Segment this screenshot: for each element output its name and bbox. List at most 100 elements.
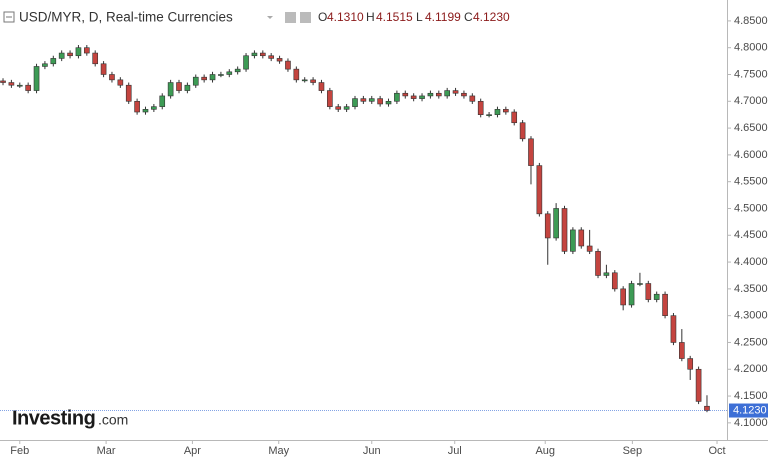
candle-body [536,165,543,215]
candle-body [519,122,526,140]
candle-body [695,368,702,402]
watermark: Investing [12,407,95,429]
candle-body [611,272,618,290]
candle-body [8,82,15,86]
ohlc-value: 4.1199 [425,10,461,24]
x-tick-label: Oct [708,445,725,457]
x-tick-label: Aug [535,445,555,457]
y-tick-label: 4.2500 [734,336,768,348]
candle-body [117,79,124,86]
candle-body [243,55,249,70]
x-tick-label: Apr [184,445,201,457]
candle-body [645,283,652,300]
candle-body [687,358,694,370]
candle-body [142,109,149,113]
candle-body [42,63,48,67]
candle-body [561,208,568,252]
x-tick-label: Mar [97,445,116,457]
candle-body [360,98,367,102]
candle-body [109,74,115,81]
candle-body [268,55,275,59]
candle-body [151,106,157,110]
candle-body [628,283,635,306]
candle-body [335,106,342,110]
candle-body [16,84,23,87]
candle-body [670,315,677,343]
candle-body [343,106,350,110]
settings-icon[interactable] [300,12,311,23]
y-tick-label: 4.8000 [734,42,768,54]
candle-body [251,52,258,57]
candle-body [435,92,442,97]
y-tick-label: 4.1500 [734,390,768,402]
candle-body [327,90,333,107]
candle-body [176,82,182,91]
chart-title: USD/MYR, D, Real-time Currencies [19,10,233,25]
candle-body [33,66,40,91]
y-tick-label: 4.5000 [734,202,768,214]
candle-body [595,251,601,276]
ohlc-value: 4.1515 [376,10,413,24]
x-tick-label: Sep [623,445,643,457]
collapse-icon[interactable] [3,11,15,23]
candle-body [578,229,585,247]
candle-body [410,95,417,99]
candle-body [486,114,492,116]
candle-body [209,74,216,81]
candle-body [570,229,576,252]
candle-body [285,60,291,70]
candle-body [427,92,434,97]
candle-body [192,76,199,86]
watermark: .com [98,412,128,428]
y-tick-label: 4.6000 [734,149,768,161]
candle-body [511,111,518,124]
x-tick-label: May [268,445,289,457]
candle-body [25,84,31,91]
candle-body [159,95,166,107]
candle-body [586,245,593,252]
candle-body [75,47,82,57]
y-tick-label: 4.3000 [734,310,768,322]
candle-body [259,52,266,57]
y-tick-label: 4.8500 [734,15,768,27]
candle-body [67,52,73,57]
candle-body [553,208,559,239]
candle-body [0,80,6,83]
candle-body [662,293,668,316]
candle-body [402,92,409,97]
candle-body [226,71,233,75]
candle-body [301,79,308,82]
candle-body [184,84,191,91]
candle-body [444,90,450,97]
candle-body [92,52,99,65]
candle-body [494,109,501,115]
y-tick-label: 4.7500 [734,68,768,80]
candle-body [653,293,660,300]
candle-body [310,79,316,83]
candle-body [461,92,467,97]
candle-body [620,288,626,306]
settings-icon[interactable] [285,12,296,23]
candle-body [234,68,241,73]
ohlc-label: O [318,10,327,24]
candle-body [134,100,140,113]
candle-body [293,68,300,81]
y-tick-label: 4.6500 [734,122,768,134]
candle-body [452,90,459,94]
candle-body [704,405,710,411]
y-tick-label: 4.3500 [734,283,768,295]
candle-body [201,76,207,81]
ohlc-label: H [366,10,375,24]
candle-body [603,272,610,276]
y-tick-label: 4.1000 [734,417,768,429]
ohlc-value: 4.1230 [473,10,510,24]
candle-body [528,138,534,166]
candle-body [50,58,57,65]
x-tick-label: Feb [10,445,29,457]
candle-body [469,95,476,102]
candle-body [377,98,383,105]
candle-body [276,58,283,62]
dropdown-arrow[interactable] [267,16,273,19]
last-price-box [729,403,768,418]
